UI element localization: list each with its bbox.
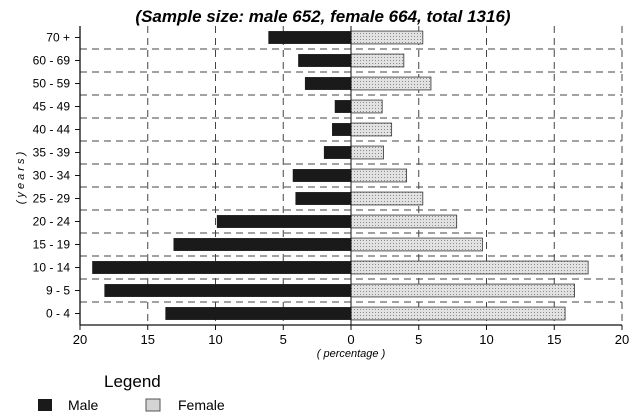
x-tick-label-2: 10 (208, 332, 222, 347)
x-tick-label-0: 20 (73, 332, 87, 347)
legend-title: Legend (104, 372, 161, 391)
bar-female-9 (350, 237, 483, 252)
bar-female-5 (350, 145, 384, 160)
y-tick-label-3: 45 - 49 (33, 100, 71, 114)
legend-label-female: Female (178, 397, 225, 413)
x-tick-labels: 20 15 10 5 0 5 10 15 20 (73, 332, 629, 347)
bar-male-8 (216, 215, 351, 228)
y-tick-label-0: 70 + (46, 31, 70, 45)
bars-group (92, 30, 589, 321)
y-tick-label-5: 35 - 39 (33, 146, 71, 160)
bar-female-2 (350, 76, 432, 91)
x-axis-label: ( percentage ) (317, 348, 386, 360)
y-tick-labels: 70 + 60 - 69 50 - 59 45 - 49 40 - 44 35 - 39 3… (33, 31, 71, 321)
bar-male-6 (292, 169, 351, 182)
y-tick-label-11: 9 - 5 (46, 284, 70, 298)
bar-male-3 (334, 100, 351, 113)
bar-male-4 (332, 123, 351, 136)
bar-female-8 (350, 214, 458, 229)
bar-female-7 (350, 191, 424, 206)
y-tick-label-9: 15 - 19 (33, 238, 71, 252)
x-tick-label-4: 0 (347, 332, 354, 347)
bar-male-5 (323, 146, 351, 159)
y-tick-label-2: 50 - 59 (33, 77, 71, 91)
bar-male-2 (304, 77, 351, 90)
y-tick-label-1: 60 - 69 (33, 54, 71, 68)
y-tick-label-6: 30 - 34 (33, 169, 71, 183)
chart-title: (Sample size: male 652, female 664, tota… (135, 7, 510, 26)
bar-male-11 (104, 284, 351, 297)
y-tick-label-4: 40 - 44 (33, 123, 71, 137)
x-tick-label-8: 20 (615, 332, 629, 347)
x-tick-label-3: 5 (280, 332, 287, 347)
axes (75, 26, 623, 330)
bar-female-6 (350, 168, 407, 183)
legend-swatch-male (38, 399, 52, 411)
bar-male-12 (165, 307, 351, 320)
bar-male-7 (295, 192, 351, 205)
y-tick-label-12: 0 - 4 (46, 307, 70, 321)
y-tick-label-8: 20 - 24 (33, 215, 71, 229)
y-axis-label: ( y e a r s ) (15, 151, 27, 204)
legend-swatch-female (145, 398, 161, 412)
bar-male-10 (92, 261, 351, 274)
bar-female-3 (350, 99, 383, 114)
y-tick-label-10: 10 - 14 (33, 261, 71, 275)
bar-female-4 (350, 122, 393, 137)
y-tick-label-7: 25 - 29 (33, 192, 71, 206)
bar-female-1 (350, 53, 405, 68)
bar-female-10 (350, 260, 589, 275)
x-tick-label-7: 15 (547, 332, 561, 347)
bar-female-0 (350, 30, 424, 45)
bar-female-11 (350, 283, 575, 298)
bar-male-1 (298, 54, 351, 67)
x-tick-label-1: 15 (141, 332, 155, 347)
bar-female-12 (350, 306, 566, 321)
x-tick-label-6: 10 (479, 332, 493, 347)
legend-label-male: Male (68, 397, 99, 413)
bar-male-0 (268, 31, 351, 44)
x-tick-label-5: 5 (415, 332, 422, 347)
bar-male-9 (173, 238, 351, 251)
